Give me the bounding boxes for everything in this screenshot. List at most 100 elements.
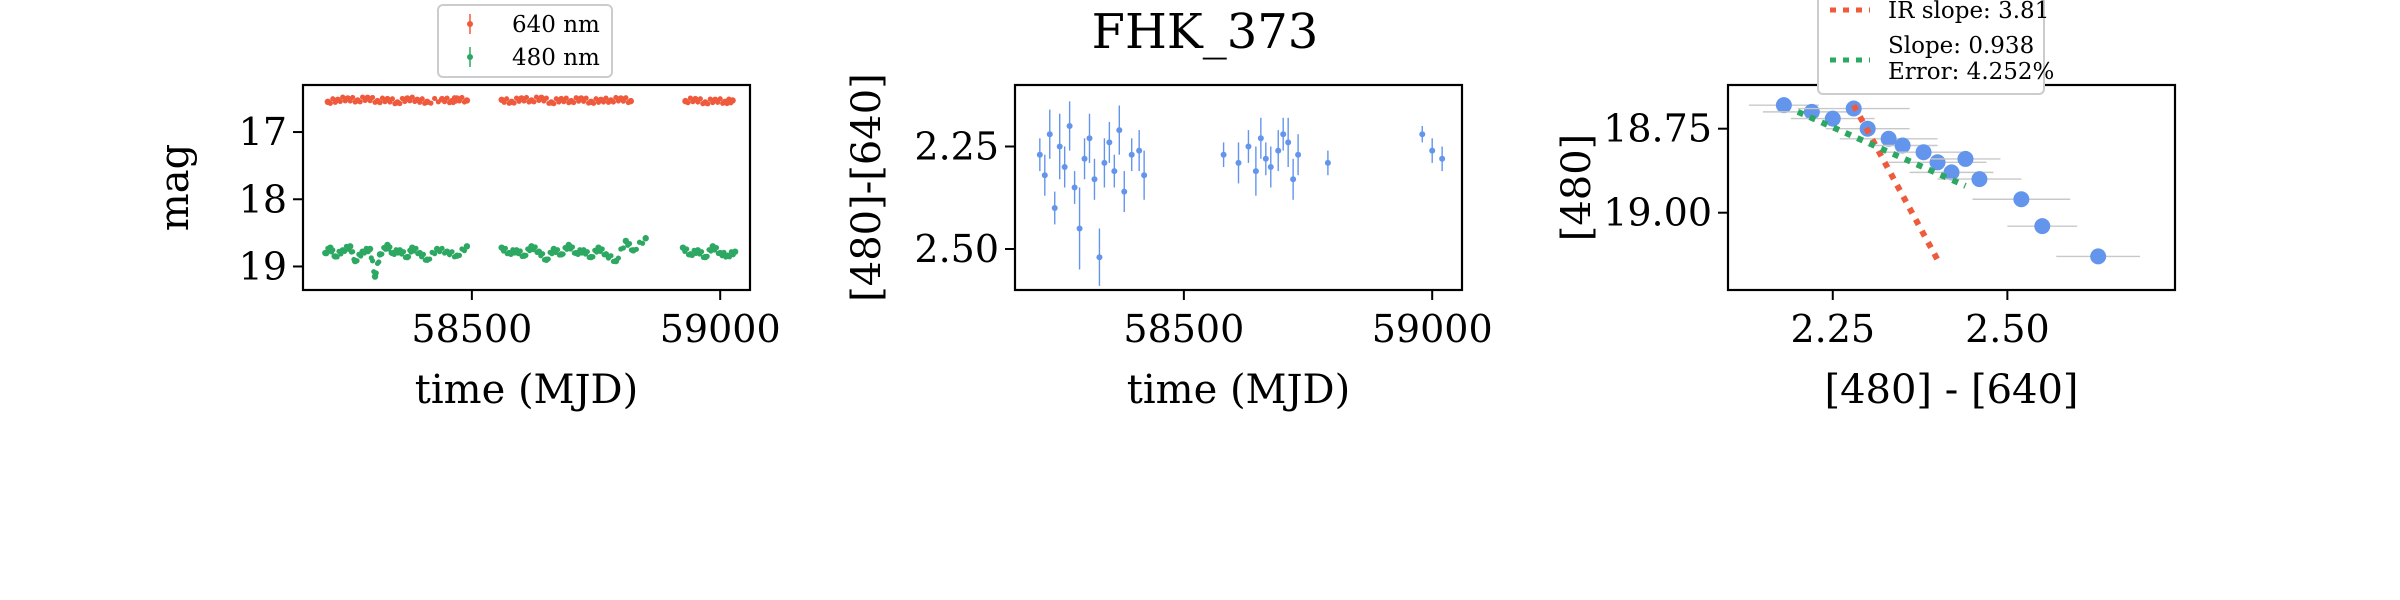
data-point xyxy=(1081,155,1088,162)
data-point xyxy=(590,254,596,260)
legend-frame xyxy=(1817,0,2045,95)
data-point xyxy=(720,100,726,106)
data-point xyxy=(407,98,413,104)
legend-marker xyxy=(467,54,473,60)
data-point xyxy=(1101,159,1108,166)
data-point xyxy=(441,250,448,256)
data-point xyxy=(628,247,635,253)
data-point xyxy=(1071,184,1078,191)
data-point xyxy=(684,246,690,252)
legend: IR slope: 3.81 Slope: 0.938 Error: 4.252% xyxy=(1817,0,2054,95)
data-point xyxy=(372,99,378,105)
y-tick-label: 18 xyxy=(239,177,287,221)
data-point xyxy=(532,244,538,250)
data-point xyxy=(583,95,589,101)
data-point xyxy=(545,256,551,262)
data-point xyxy=(626,241,633,247)
data-point xyxy=(463,243,471,250)
data-point xyxy=(504,96,510,102)
data-point xyxy=(713,245,720,251)
data-point xyxy=(608,253,614,259)
fit-line xyxy=(1796,109,1967,189)
data-point xyxy=(721,249,727,255)
data-point xyxy=(625,99,631,106)
data-point xyxy=(2034,218,2051,235)
data-point xyxy=(422,257,428,263)
data-point xyxy=(340,94,346,100)
data-point xyxy=(435,99,441,105)
data-point xyxy=(704,253,710,259)
data-point xyxy=(377,100,383,106)
x-tick-label: 58500 xyxy=(411,307,532,351)
data-point xyxy=(451,254,458,260)
data-point xyxy=(1076,225,1083,232)
chart-panel-1: 58500 59000 17 18 19 time (MJD) mag 640 nm 480 n… xyxy=(152,4,781,413)
data-point xyxy=(334,254,340,260)
y-tick-label: 19.00 xyxy=(1603,191,1712,235)
data-point xyxy=(1894,137,1911,154)
x-axis-label: time (MJD) xyxy=(415,367,638,413)
data-point xyxy=(639,240,646,246)
data-point xyxy=(402,98,408,105)
chart-panel-3: 2.25 2.50 18.75 19.00 [480] - [640] [480] IR s… xyxy=(1554,0,2177,413)
data-point xyxy=(1971,171,1988,188)
data-point xyxy=(603,95,609,101)
data-point xyxy=(1943,164,1960,181)
data-point xyxy=(444,95,450,101)
data-point xyxy=(362,97,368,104)
data-point xyxy=(2013,191,2030,208)
x-axis-label: [480] - [640] xyxy=(1824,367,2078,413)
data-point xyxy=(1252,168,1259,175)
data-point xyxy=(392,101,398,107)
data-point xyxy=(413,245,419,251)
data-point xyxy=(700,101,706,107)
data-point xyxy=(1041,172,1048,179)
data-point xyxy=(605,99,612,105)
data-point xyxy=(1066,123,1073,129)
y-tick-label: 18.75 xyxy=(1603,107,1712,151)
data-point xyxy=(405,254,412,260)
axes-frame xyxy=(1013,83,1464,292)
data-point xyxy=(697,96,703,102)
data-point xyxy=(523,252,529,258)
x-tick-label: 59000 xyxy=(1372,307,1493,351)
y-tick-label: 17 xyxy=(239,110,287,154)
data-point xyxy=(685,100,691,106)
data-point xyxy=(389,96,395,102)
data-point xyxy=(517,248,523,254)
data-point xyxy=(337,98,343,105)
legend-entry: IR slope: 3.81 xyxy=(1888,0,2049,24)
plot-area xyxy=(1036,101,1446,286)
data-point xyxy=(1257,135,1264,142)
data-point xyxy=(543,95,549,101)
data-point xyxy=(698,249,705,255)
data-point xyxy=(1051,205,1058,211)
data-point xyxy=(1880,130,1897,147)
data-point xyxy=(446,100,453,106)
data-point xyxy=(376,259,382,265)
data-point xyxy=(449,249,455,255)
data-point xyxy=(1429,147,1436,154)
data-point xyxy=(439,245,445,251)
data-point xyxy=(332,99,338,105)
data-point xyxy=(615,255,621,261)
data-point xyxy=(1136,147,1143,154)
data-point xyxy=(379,251,385,257)
data-point xyxy=(1915,144,1932,161)
data-point xyxy=(523,94,530,101)
data-point xyxy=(601,252,607,258)
data-point xyxy=(1245,143,1252,150)
chart-panel-2: 58500 59000 2.25 2.50 time (MJD) [480]-[640] xyxy=(844,73,1493,413)
data-point xyxy=(1262,155,1269,162)
data-point xyxy=(2090,248,2107,265)
data-point xyxy=(1280,131,1287,138)
figure-title: FHK_373 xyxy=(1092,4,1319,60)
data-point xyxy=(511,100,517,106)
data-point xyxy=(373,270,379,276)
data-point xyxy=(556,99,562,105)
data-point xyxy=(1128,151,1135,158)
data-point xyxy=(1056,143,1063,150)
data-point xyxy=(397,100,403,107)
data-point xyxy=(599,246,605,252)
